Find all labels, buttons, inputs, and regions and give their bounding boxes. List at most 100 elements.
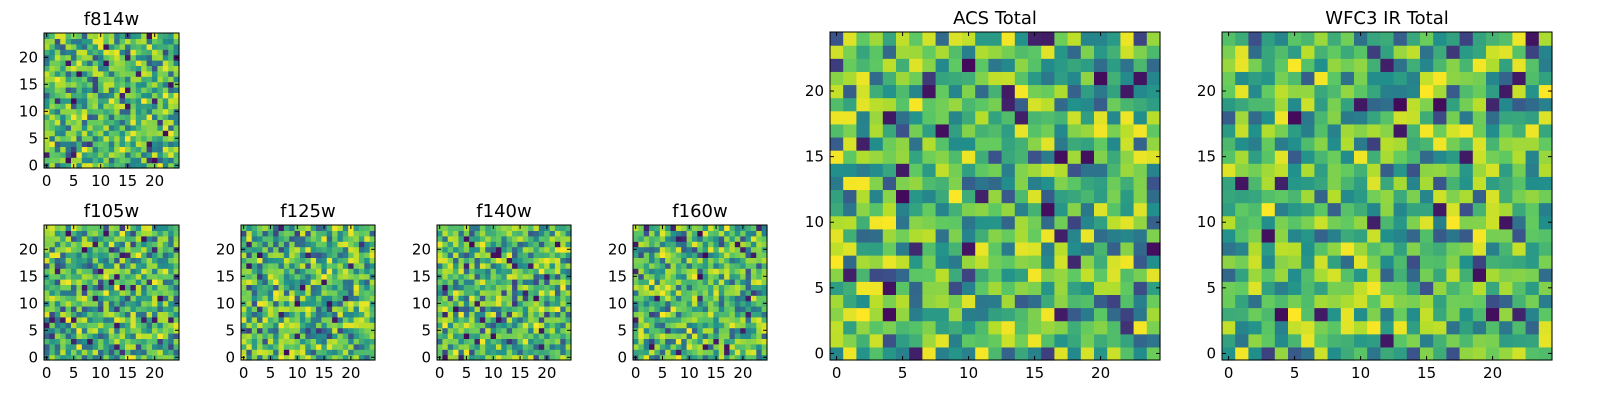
heatmap-cell bbox=[633, 268, 639, 275]
heatmap-cell bbox=[44, 124, 50, 131]
heatmap-cell bbox=[501, 284, 508, 291]
heatmap-cell bbox=[87, 343, 94, 350]
heatmap-cell bbox=[353, 230, 360, 237]
heatmap-cell bbox=[152, 262, 158, 269]
heatmap-cell bbox=[108, 114, 115, 120]
heatmap-cell bbox=[463, 268, 470, 275]
heatmap-cell bbox=[241, 235, 247, 242]
heatmap-cell bbox=[654, 316, 661, 323]
heatmap-cell bbox=[708, 349, 714, 356]
heatmap-cell bbox=[649, 343, 656, 350]
heatmap-cell bbox=[125, 49, 131, 56]
heatmap-cell bbox=[316, 311, 322, 318]
heatmap-cell bbox=[1406, 136, 1421, 151]
heatmap-cell bbox=[130, 268, 137, 275]
x-tick-label: 15 bbox=[707, 364, 726, 382]
heatmap-cell bbox=[544, 300, 551, 307]
heatmap-cell bbox=[60, 81, 67, 88]
heatmap-cell bbox=[1248, 97, 1263, 112]
heatmap-cell bbox=[686, 246, 693, 253]
heatmap-cell bbox=[675, 289, 682, 296]
heatmap-cell bbox=[522, 230, 529, 237]
heatmap-cell bbox=[130, 130, 137, 137]
heatmap-cell bbox=[869, 268, 884, 282]
heatmap-cell bbox=[135, 103, 142, 110]
heatmap-cell bbox=[1120, 163, 1135, 177]
heatmap-cell bbox=[544, 284, 551, 291]
heatmap-cell bbox=[54, 124, 61, 131]
heatmap-cell bbox=[289, 338, 296, 345]
heatmap-cell bbox=[479, 349, 486, 356]
heatmap-cell bbox=[718, 289, 725, 296]
heatmap-cell bbox=[670, 279, 677, 285]
heatmap-cell bbox=[458, 257, 465, 264]
heatmap-cell bbox=[364, 311, 371, 318]
heatmap-cell bbox=[1041, 58, 1055, 72]
heatmap-cell bbox=[975, 333, 989, 348]
heatmap-cell bbox=[135, 33, 142, 39]
heatmap-cell bbox=[278, 235, 285, 242]
heatmap-cell bbox=[729, 225, 736, 231]
heatmap-cell bbox=[60, 300, 67, 307]
heatmap-cell bbox=[1107, 268, 1121, 282]
heatmap-cell bbox=[60, 65, 67, 72]
heatmap-cell bbox=[649, 230, 656, 237]
heatmap-cell bbox=[1107, 97, 1121, 112]
heatmap-cell bbox=[108, 241, 115, 248]
heatmap-cell bbox=[1486, 84, 1500, 99]
heatmap-cell bbox=[71, 230, 77, 237]
heatmap-cell bbox=[257, 333, 264, 339]
heatmap-cell bbox=[633, 349, 639, 356]
heatmap-cell bbox=[549, 279, 556, 285]
heatmap-cell bbox=[310, 338, 317, 345]
heatmap-cell bbox=[60, 225, 67, 231]
heatmap-cell bbox=[533, 246, 540, 253]
heatmap-cell bbox=[729, 268, 736, 275]
heatmap-cell bbox=[1525, 333, 1540, 348]
heatmap-cell bbox=[1512, 84, 1527, 99]
heatmap-cell bbox=[843, 268, 857, 282]
heatmap-cell bbox=[71, 300, 77, 307]
heatmap-cell bbox=[659, 300, 666, 307]
heatmap-cell bbox=[670, 230, 677, 237]
heatmap-cell bbox=[98, 284, 104, 291]
heatmap-cell bbox=[146, 49, 153, 56]
heatmap-cell bbox=[353, 349, 360, 356]
heatmap-cell bbox=[724, 343, 731, 350]
heatmap-cell bbox=[71, 65, 77, 72]
heatmap-cell bbox=[168, 54, 175, 61]
heatmap-cell bbox=[130, 103, 137, 110]
heatmap-cell bbox=[1028, 268, 1042, 282]
heatmap-cell bbox=[447, 246, 454, 253]
heatmap-cell bbox=[675, 295, 682, 302]
heatmap-cell bbox=[1248, 84, 1263, 99]
heatmap-cell bbox=[98, 273, 104, 280]
heatmap-cell bbox=[1248, 32, 1263, 46]
heatmap-cell bbox=[654, 327, 661, 334]
heatmap-cell bbox=[975, 32, 989, 46]
heatmap-cell bbox=[1380, 163, 1395, 177]
heatmap-cell bbox=[469, 273, 476, 280]
heatmap-cell bbox=[119, 135, 126, 142]
x-tick-label: 5 bbox=[266, 364, 276, 382]
heatmap-cell bbox=[135, 130, 142, 137]
heatmap-cell bbox=[869, 176, 884, 191]
heatmap-cell bbox=[65, 114, 72, 120]
heatmap-cell bbox=[670, 354, 677, 361]
heatmap-cell bbox=[713, 273, 720, 280]
heatmap-cell bbox=[44, 76, 50, 83]
heatmap-cell bbox=[1094, 320, 1108, 335]
heatmap-cell bbox=[442, 273, 449, 280]
heatmap-cell bbox=[289, 235, 296, 242]
heatmap-cell bbox=[135, 97, 142, 104]
heatmap-cell bbox=[71, 124, 77, 131]
heatmap-cell bbox=[1393, 281, 1408, 295]
heatmap-cell bbox=[756, 316, 763, 323]
heatmap-cell bbox=[1393, 58, 1408, 72]
heatmap-cell bbox=[1380, 45, 1395, 59]
heatmap-cell bbox=[130, 289, 137, 296]
plot-frame bbox=[632, 224, 768, 361]
heatmap-cell bbox=[1107, 346, 1121, 361]
heatmap-cell bbox=[168, 322, 175, 329]
heatmap-cell bbox=[962, 202, 976, 217]
